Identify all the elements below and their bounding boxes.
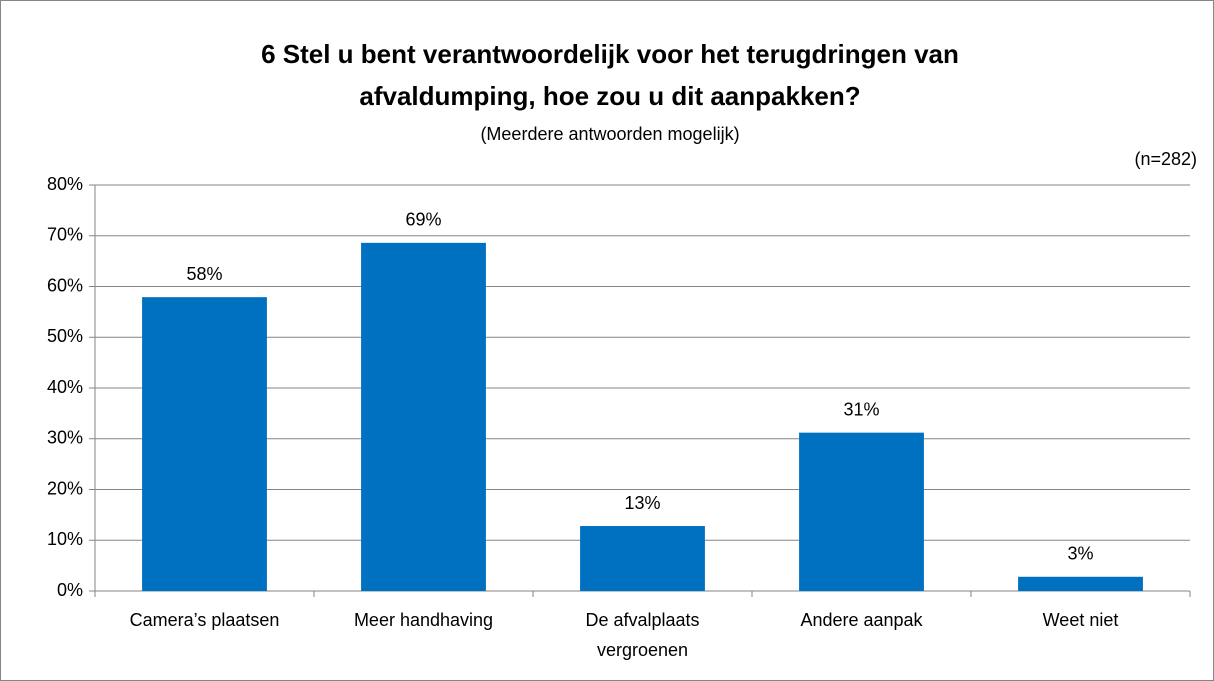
bar xyxy=(799,432,924,591)
y-tick-label: 0% xyxy=(57,580,83,600)
x-tick-label: Camera’s plaatsen xyxy=(130,610,280,630)
bar xyxy=(1018,576,1143,591)
data-label: 58% xyxy=(186,264,222,284)
data-label: 31% xyxy=(843,399,879,419)
chart-subtitle: (Meerdere antwoorden mogelijk) xyxy=(480,124,739,144)
y-tick-label: 30% xyxy=(47,428,83,448)
data-label: 3% xyxy=(1067,544,1093,564)
x-tick-label: De afvalplaats vergroenen xyxy=(585,610,699,660)
chart-title: 6 Stel u bent verantwoordelijk voor het … xyxy=(261,39,959,69)
y-tick-label: 10% xyxy=(47,529,83,549)
data-label: 13% xyxy=(624,493,660,513)
y-tick-label: 70% xyxy=(47,225,83,245)
bar xyxy=(361,242,486,592)
y-tick-label: 20% xyxy=(47,478,83,498)
x-tick-label: Meer handhaving xyxy=(354,610,493,630)
data-label: 69% xyxy=(405,210,441,230)
y-tick-label: 60% xyxy=(47,275,83,295)
chart-title: afvaldumping, hoe zou u dit aanpakken? xyxy=(359,81,860,111)
y-tick-label: 50% xyxy=(47,326,83,346)
bar xyxy=(142,297,267,591)
x-tick-label: Weet niet xyxy=(1043,610,1119,630)
y-tick-label: 40% xyxy=(47,377,83,397)
x-tick-label: Andere aanpak xyxy=(800,610,923,630)
sample-size-note: (n=282) xyxy=(1134,149,1197,169)
y-tick-label: 80% xyxy=(47,174,83,194)
bar xyxy=(580,526,705,591)
